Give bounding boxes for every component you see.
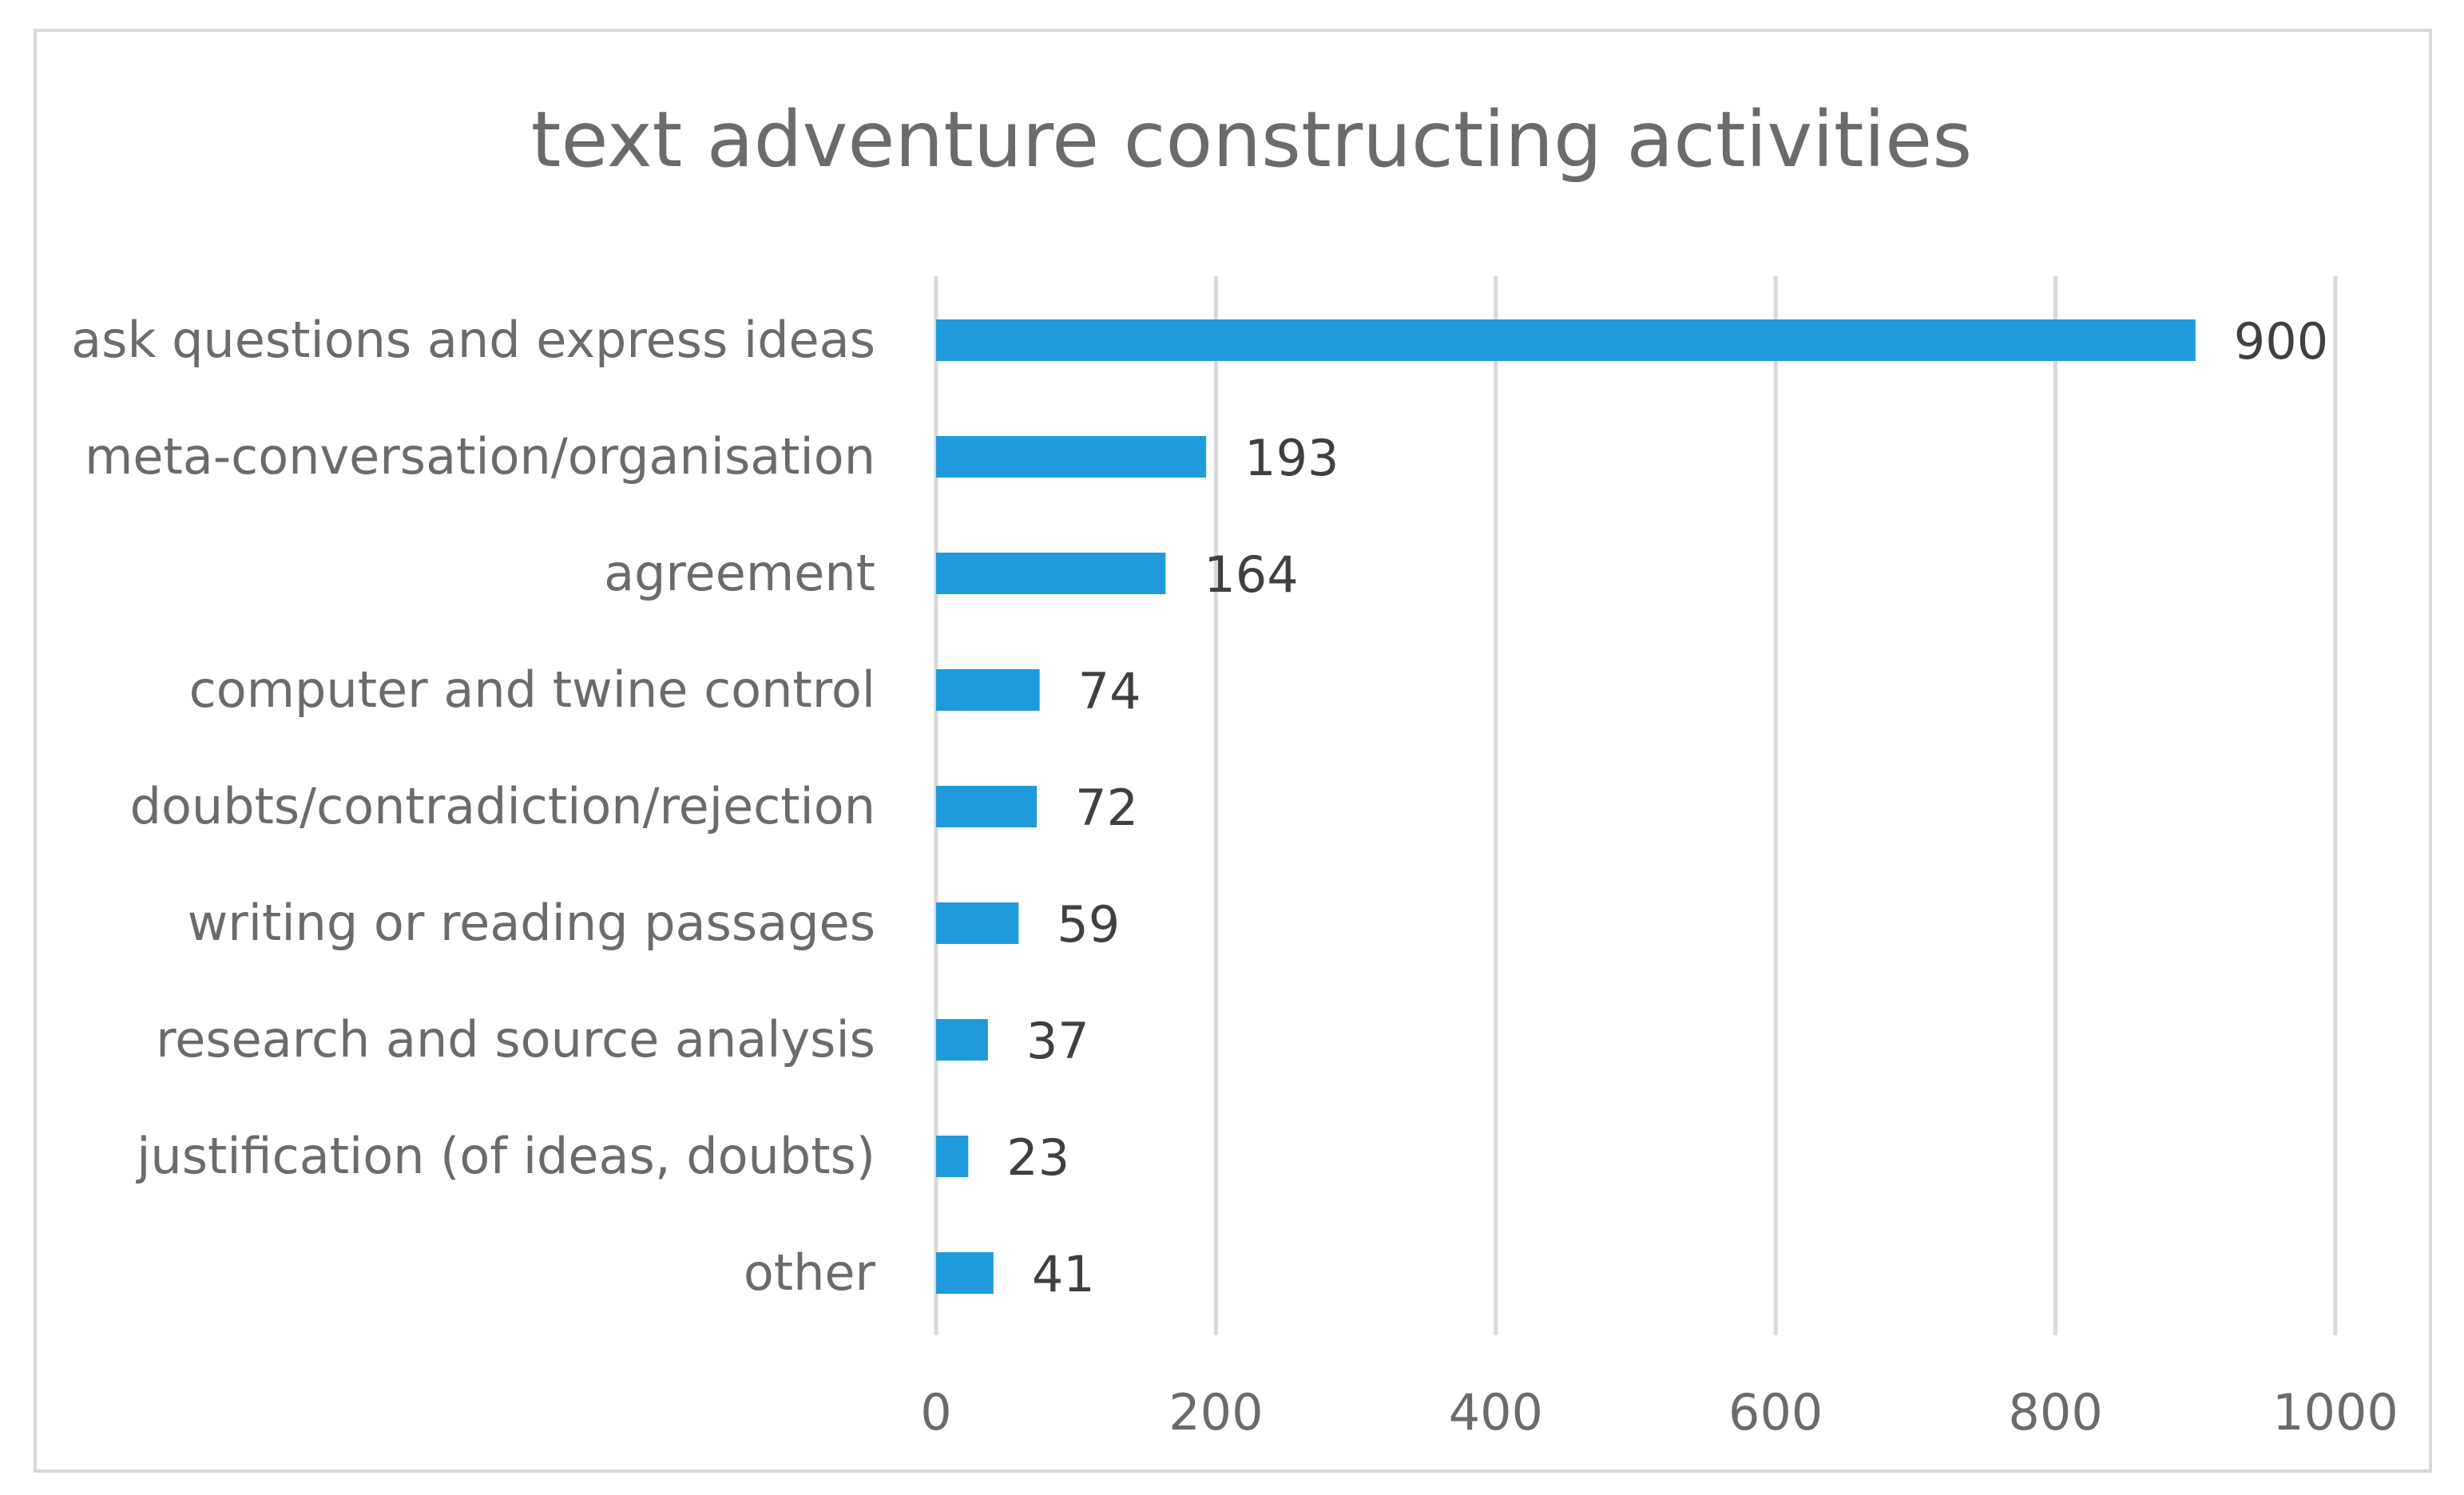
data-label: 900 xyxy=(2234,312,2328,371)
bar xyxy=(936,669,1040,711)
category-label: justification (of ideas, doubts) xyxy=(135,1127,875,1185)
x-tick-label: 0 xyxy=(920,1383,951,1441)
chart-title: text adventure constructing activities xyxy=(531,95,1972,184)
category-label: doubts/contradiction/rejection xyxy=(130,777,875,835)
data-label: 41 xyxy=(1032,1245,1095,1303)
category-label: computer and twine control xyxy=(189,660,875,719)
bar xyxy=(936,902,1019,944)
bar xyxy=(936,1136,969,1177)
data-label: 23 xyxy=(1006,1128,1069,1187)
category-label: meta-conversation/organisation xyxy=(85,427,875,486)
value-labels: 900 193 164 74 72 59 37 23 41 xyxy=(1006,312,2328,1303)
bar xyxy=(936,1019,988,1061)
data-label: 74 xyxy=(1078,662,1141,720)
bars xyxy=(936,319,2196,1294)
chart-frame xyxy=(34,29,2432,1473)
bar xyxy=(936,553,1166,594)
category-label: agreement xyxy=(604,544,875,602)
x-tick-label: 400 xyxy=(1449,1383,1543,1441)
category-label: writing or reading passages xyxy=(188,894,875,952)
data-label: 164 xyxy=(1204,545,1298,604)
gridlines xyxy=(934,276,2338,1335)
x-tick-label: 200 xyxy=(1169,1383,1263,1441)
data-label: 59 xyxy=(1057,895,1120,954)
category-label: other xyxy=(744,1243,876,1302)
bar xyxy=(936,436,1207,478)
category-label: research and source analysis xyxy=(156,1010,875,1069)
data-label: 72 xyxy=(1075,779,1138,837)
bar xyxy=(936,319,2196,361)
x-tick-label: 800 xyxy=(2008,1383,2102,1441)
data-label: 193 xyxy=(1244,429,1339,487)
data-label: 37 xyxy=(1026,1012,1089,1070)
category-labels: ask questions and express ideas meta-conv… xyxy=(71,311,875,1302)
x-tick-label: 1000 xyxy=(2272,1383,2399,1441)
category-label: ask questions and express ideas xyxy=(71,311,875,369)
x-axis-tick-labels: 0 200 400 600 800 1000 xyxy=(920,1383,2399,1441)
x-tick-label: 600 xyxy=(1728,1383,1823,1441)
bar xyxy=(936,786,1038,827)
bar xyxy=(936,1252,994,1294)
